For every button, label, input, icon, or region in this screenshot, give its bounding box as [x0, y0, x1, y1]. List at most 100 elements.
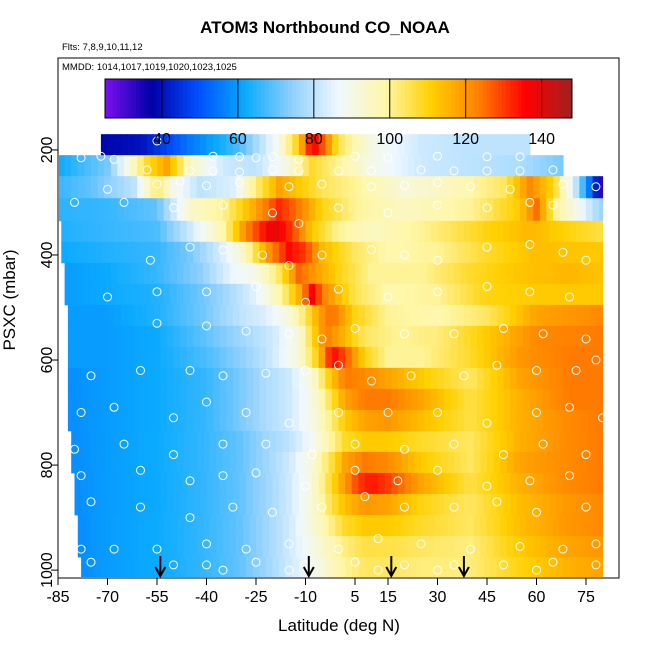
heatmap-cell [147, 325, 155, 348]
heatmap-cell [503, 493, 511, 516]
heatmap-cell [516, 493, 524, 516]
heatmap-cell [219, 134, 227, 156]
x-tick-label: -55 [145, 589, 168, 606]
heatmap-cell [490, 304, 498, 327]
heatmap-cell [463, 346, 472, 369]
heatmap-cell [444, 134, 452, 156]
colorbar-swatch [408, 79, 413, 118]
heatmap-cell [526, 451, 534, 474]
heatmap-cell [374, 155, 382, 177]
heatmap-cell [219, 346, 227, 369]
heatmap-cell [421, 198, 429, 222]
heatmap-cell [259, 304, 267, 327]
colorbar-swatch [229, 79, 234, 118]
heatmap-cell [421, 155, 429, 177]
heatmap-cell [562, 304, 571, 327]
heatmap-cell [424, 388, 432, 411]
heatmap-cell [226, 556, 234, 577]
heatmap-cell [549, 304, 557, 327]
heatmap-cell [269, 198, 277, 222]
heatmap-cell [312, 367, 320, 390]
heatmap-cell [133, 325, 142, 348]
heatmap-cell [467, 283, 475, 306]
heatmap-cell [510, 493, 518, 516]
heatmap-cell [457, 346, 465, 369]
heatmap-cell [401, 283, 409, 306]
heatmap-cell [566, 451, 574, 474]
heatmap-cell [114, 346, 122, 369]
colorbar-swatch [194, 79, 199, 118]
heatmap-cell [506, 262, 514, 285]
heatmap-cell [513, 176, 521, 199]
data-point [307, 450, 317, 460]
heatmap-cell [77, 262, 85, 285]
heatmap-cell [364, 220, 373, 243]
colorbar-swatch [357, 79, 363, 118]
heatmap-cell [457, 388, 465, 411]
colorbar-swatch [307, 79, 312, 118]
heatmap-cell [450, 220, 458, 243]
heatmap-cell [180, 325, 188, 348]
heatmap-cell [361, 430, 369, 453]
heatmap-cell [256, 176, 264, 199]
heatmap-cell [450, 409, 458, 432]
data-point [284, 261, 294, 270]
colorbar-swatch [155, 79, 160, 118]
colorbar-swatch [140, 79, 145, 118]
heatmap-cell [170, 451, 178, 474]
heatmap-cell [186, 556, 194, 577]
heatmap-cell [236, 430, 244, 453]
data-point [591, 560, 601, 570]
heatmap-cell [289, 283, 297, 306]
heatmap-cell [173, 367, 181, 390]
heatmap-cell [127, 325, 135, 348]
heatmap-cell [572, 283, 580, 306]
heatmap-cell [569, 325, 577, 348]
heatmap-cell [265, 220, 274, 243]
x-axis-title: Latitude (deg N) [278, 616, 400, 635]
heatmap-row [67, 409, 604, 432]
heatmap-cell [513, 514, 521, 537]
data-point [202, 539, 211, 549]
heatmap-cell [150, 198, 158, 222]
heatmap-cell [388, 262, 396, 285]
colorbar-swatch [482, 79, 487, 118]
heatmap-cell [229, 198, 237, 222]
data-point [218, 200, 228, 210]
heatmap-cell [226, 388, 234, 411]
heatmap-cell [378, 241, 386, 264]
heatmap-cell [160, 220, 168, 243]
heatmap-cell [256, 198, 264, 222]
data-point [76, 408, 86, 417]
heatmap-cell [143, 535, 151, 558]
heatmap-cell [424, 241, 432, 264]
heatmap-cell [137, 535, 145, 558]
heatmap-cell [483, 220, 491, 243]
heatmap-cell [223, 514, 231, 537]
heatmap-cell [100, 388, 109, 411]
heatmap-cell [315, 514, 323, 537]
heatmap-cell [318, 556, 326, 577]
heatmap-cell [124, 451, 132, 474]
colorbar-swatch [478, 79, 483, 118]
heatmap-cell [546, 430, 554, 453]
heatmap-cell [424, 409, 432, 432]
heatmap-cell [562, 346, 571, 369]
data-point [525, 476, 535, 486]
colorbar-swatch [171, 79, 176, 118]
heatmap-cell [226, 134, 234, 156]
heatmap-cell [500, 283, 508, 306]
heatmap-cell [444, 493, 452, 516]
heatmap-cell [262, 262, 270, 285]
data-point [350, 151, 360, 161]
heatmap-cell [223, 198, 231, 222]
heatmap-cell [236, 451, 244, 474]
heatmap-cell [315, 451, 323, 474]
heatmap-cell [77, 198, 85, 222]
heatmap-cell [384, 134, 392, 156]
heatmap-cell [153, 472, 161, 495]
heatmap-cell [206, 367, 214, 390]
heatmap-cell [190, 283, 198, 306]
heatmap-cell [582, 346, 590, 369]
heatmap-cell [450, 556, 458, 577]
